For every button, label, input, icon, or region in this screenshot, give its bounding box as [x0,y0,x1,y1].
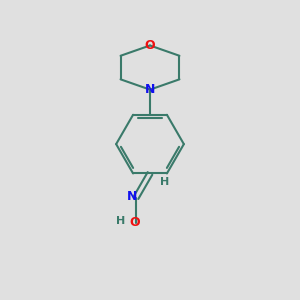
Text: N: N [127,190,137,203]
Text: N: N [145,83,155,96]
Text: H: H [116,216,125,226]
Text: O: O [145,39,155,52]
Text: O: O [129,216,140,229]
Text: H: H [160,177,169,187]
